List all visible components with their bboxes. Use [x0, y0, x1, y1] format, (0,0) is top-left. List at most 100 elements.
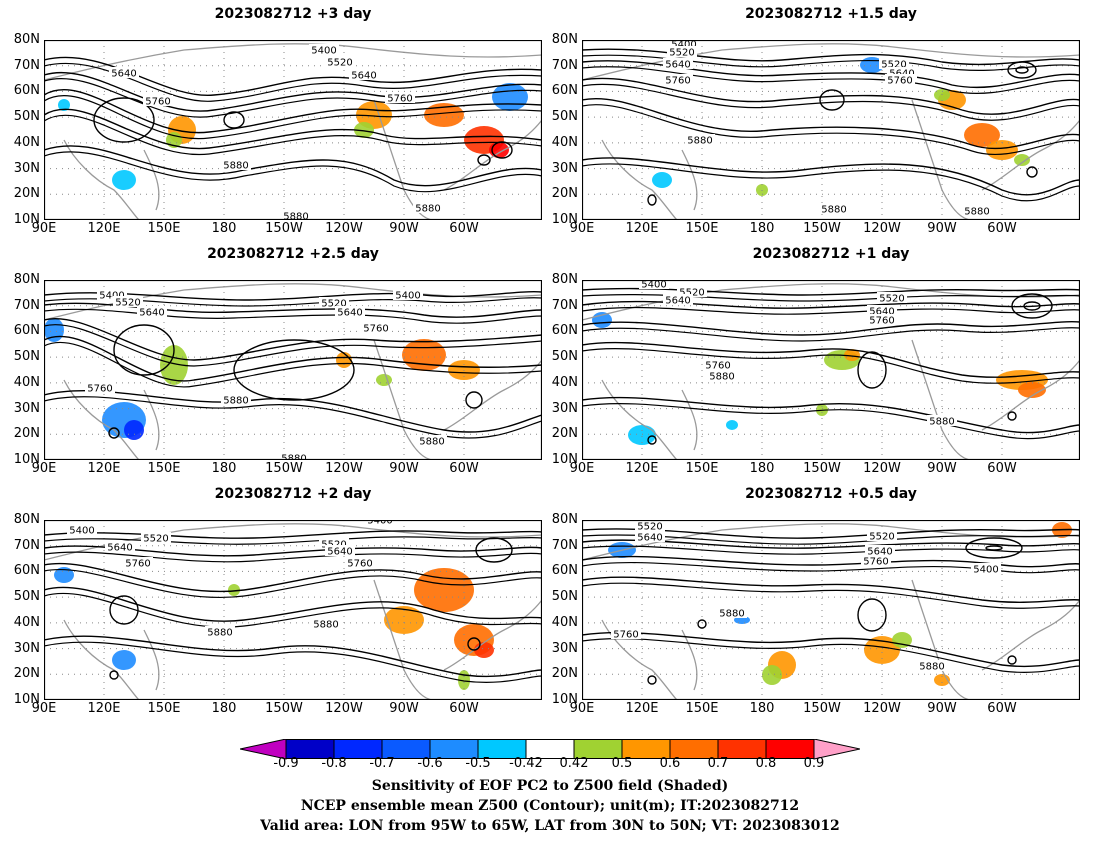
- contour-label: 5520: [141, 532, 171, 545]
- contour-label: 5760: [385, 92, 415, 105]
- coastline: [373, 99, 435, 220]
- sensitivity-shading: [336, 352, 352, 368]
- colorbar-tick-label: 0.6: [659, 756, 681, 771]
- z500-contour: [44, 335, 542, 382]
- closed-contour: [491, 141, 513, 159]
- sensitivity-shading: [354, 122, 374, 138]
- contour-label: 5520: [877, 292, 907, 305]
- sensitivity-shading: [54, 567, 74, 583]
- colorbar-tick-label: -0.42: [509, 756, 543, 771]
- colorbar-tick-label: -0.5: [465, 756, 491, 771]
- svg-text:5640: 5640: [139, 308, 164, 319]
- lat-tick-label: 10N: [551, 212, 578, 227]
- contour-label: 5880: [221, 394, 251, 407]
- sensitivity-shading: [124, 420, 144, 440]
- contour-label: 5880: [685, 134, 715, 147]
- lat-tick-label: 30N: [13, 640, 40, 656]
- colorbar-tick-label: -0.7: [369, 756, 395, 771]
- lat-tick-label: 30N: [551, 640, 578, 656]
- z500-contour: [44, 586, 542, 622]
- lon-tick-label: 150W: [265, 221, 303, 236]
- lat-tick-label: 20N: [13, 186, 40, 202]
- z500-contour: [582, 77, 1080, 115]
- closed-contour: [857, 598, 887, 632]
- lon-tick-label: 150E: [685, 461, 719, 476]
- svg-text:5760: 5760: [613, 630, 638, 641]
- svg-text:5400: 5400: [311, 46, 336, 57]
- lon-tick-label: 90W: [927, 221, 957, 236]
- colorbar: [240, 739, 860, 760]
- contour-label: 5880: [927, 415, 957, 428]
- sensitivity-shading: [1018, 382, 1046, 398]
- lon-tick-label: 90W: [389, 701, 419, 716]
- contour-label: 5880: [819, 203, 849, 216]
- lon-tick-label: 150W: [803, 461, 841, 476]
- lat-tick-label: 50N: [551, 349, 578, 365]
- contour-label: 5400: [365, 520, 395, 527]
- lat-tick-label: 40N: [13, 614, 40, 630]
- lon-tick-label: 90E: [31, 461, 57, 476]
- z500-contour: [582, 545, 1080, 555]
- lat-tick-label: 70N: [13, 537, 40, 553]
- closed-contour: [93, 97, 155, 143]
- closed-contour: [223, 111, 245, 129]
- z500-contour: [44, 562, 542, 593]
- lat-tick-label: 80N: [551, 32, 578, 47]
- svg-text:5640: 5640: [337, 308, 362, 319]
- lon-tick-label: 120E: [87, 221, 121, 236]
- z500-contour: [582, 306, 1080, 315]
- contour-label: 5400: [97, 289, 127, 302]
- lon-tick-label: 120W: [325, 701, 363, 716]
- svg-text:5520: 5520: [143, 534, 168, 545]
- contour-label: 5760: [703, 359, 733, 372]
- contour-label: 5640: [663, 58, 693, 71]
- z500-contour: [44, 108, 542, 150]
- lat-tick-label: 80N: [13, 272, 40, 287]
- sensitivity-shading: [844, 349, 860, 361]
- contour-label: 5880: [311, 618, 341, 631]
- lon-tick-label: 90E: [569, 701, 595, 716]
- closed-contour: [109, 595, 139, 625]
- colorbar-tick-label: 0.7: [707, 756, 729, 771]
- panel-title: 2023082712 +2 day: [214, 486, 372, 502]
- sensitivity-shading: [58, 99, 70, 111]
- lat-tick-label: 40N: [551, 134, 578, 150]
- contour-label: 5880: [281, 210, 311, 220]
- lat-tick-label: 70N: [13, 297, 40, 313]
- z500-contour: [44, 592, 542, 628]
- map-panel: 5400552056405760552056405760588058805880: [582, 40, 1080, 220]
- svg-text:5880: 5880: [207, 628, 232, 639]
- coastline: [373, 579, 435, 700]
- svg-text:5880: 5880: [415, 204, 440, 215]
- z500-contour: [44, 341, 542, 388]
- z500-contour: [582, 321, 1080, 336]
- lon-tick-label: 180: [211, 701, 237, 716]
- sensitivity-shading: [384, 606, 424, 634]
- z500-contour: [44, 318, 542, 361]
- coastline: [601, 379, 678, 460]
- sensitivity-shading: [492, 83, 528, 111]
- contour-label: 5880: [413, 202, 443, 215]
- z500-contour: [44, 78, 542, 118]
- z500-contour: [582, 157, 1080, 196]
- sensitivity-shading: [356, 101, 392, 129]
- contour-label: 5520: [635, 520, 665, 533]
- lat-tick-label: 30N: [551, 400, 578, 416]
- coastline: [63, 139, 140, 220]
- contour-label: 5400: [669, 40, 699, 51]
- coastline: [681, 629, 698, 691]
- sensitivity-shading: [228, 584, 240, 596]
- lat-tick-label: 10N: [13, 692, 40, 707]
- contour-label: 5760: [861, 555, 891, 568]
- contour-label: 5880: [205, 626, 235, 639]
- svg-text:5760: 5760: [665, 76, 690, 87]
- sensitivity-shading: [376, 374, 392, 386]
- lon-tick-label: 150E: [147, 461, 181, 476]
- svg-text:5640: 5640: [869, 307, 894, 318]
- z500-contour: [582, 631, 1080, 668]
- lat-tick-label: 60N: [551, 323, 578, 339]
- contour-label: 5880: [962, 205, 992, 218]
- contour-label: 5640: [335, 306, 365, 319]
- sensitivity-shading: [424, 103, 464, 127]
